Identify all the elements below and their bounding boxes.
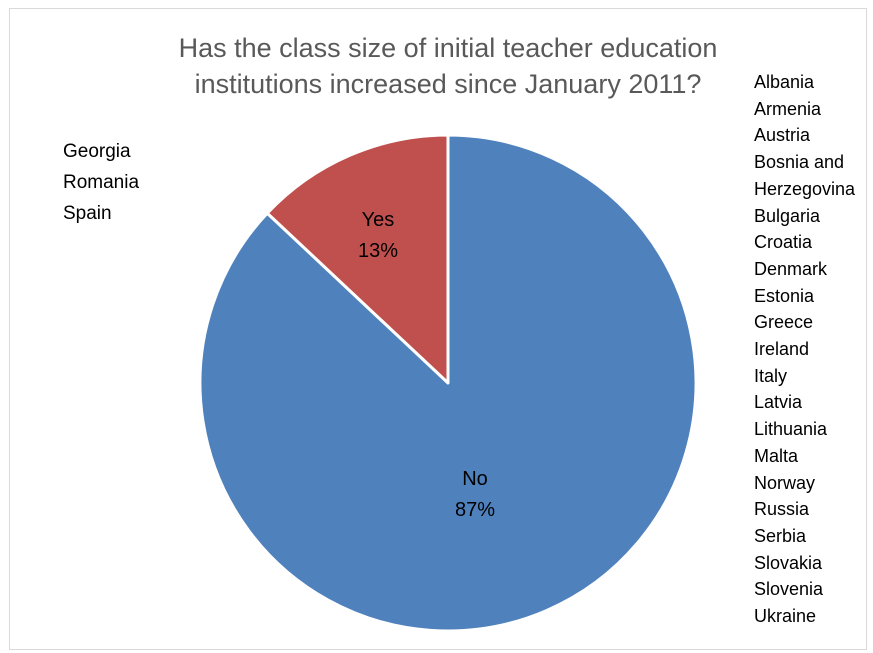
no-country-item: Croatia xyxy=(754,232,813,253)
no-country-item: Lithuania xyxy=(754,419,828,440)
no-country-list: Albania Armenia Austria Bosnia and Herzegovi… xyxy=(754,69,855,630)
no-country-item: Ireland xyxy=(754,339,810,360)
no-country-item: Greece xyxy=(754,312,814,333)
no-country-item: Ukraine xyxy=(754,606,817,627)
slice-percent-no: 87% xyxy=(455,499,495,521)
no-country-item: Norway xyxy=(754,472,816,493)
no-country-item: Herzegovina xyxy=(754,178,856,199)
yes-country-item: Georgia xyxy=(63,141,131,162)
no-country-item: Albania xyxy=(754,72,815,92)
no-country-item: Slovenia xyxy=(754,579,824,600)
no-country-item: Armenia xyxy=(754,98,822,119)
yes-country-item: Spain xyxy=(63,203,112,224)
chart-title-line-2: institutions increased since January 201… xyxy=(194,69,702,99)
no-country-item: Estonia xyxy=(754,285,815,306)
slice-label-yes: Yes xyxy=(362,209,395,231)
slice-percent-yes: 13% xyxy=(358,240,398,262)
no-country-item: Bosnia and xyxy=(754,152,845,173)
yes-country-list: Georgia Romania Spain xyxy=(63,136,139,229)
no-country-item: Russia xyxy=(754,499,810,520)
no-country-item: Malta xyxy=(754,445,799,466)
no-country-item: Serbia xyxy=(754,525,807,546)
no-country-item: Denmark xyxy=(754,258,828,279)
pie-slice-yes xyxy=(265,133,450,385)
no-country-item: Italy xyxy=(754,365,788,386)
no-country-item: Slovakia xyxy=(754,552,823,573)
no-country-item: Latvia xyxy=(754,392,803,413)
chart-title-line-1: Has the class size of initial teacher ed… xyxy=(178,33,718,63)
pie-slice-no xyxy=(198,133,698,633)
chart-title: Has the class size of initial teacher ed… xyxy=(130,30,766,102)
no-country-item: Austria xyxy=(754,125,811,146)
slice-label-no: No xyxy=(462,468,488,490)
no-country-item: Bulgaria xyxy=(754,205,821,226)
yes-country-item: Romania xyxy=(63,172,140,193)
